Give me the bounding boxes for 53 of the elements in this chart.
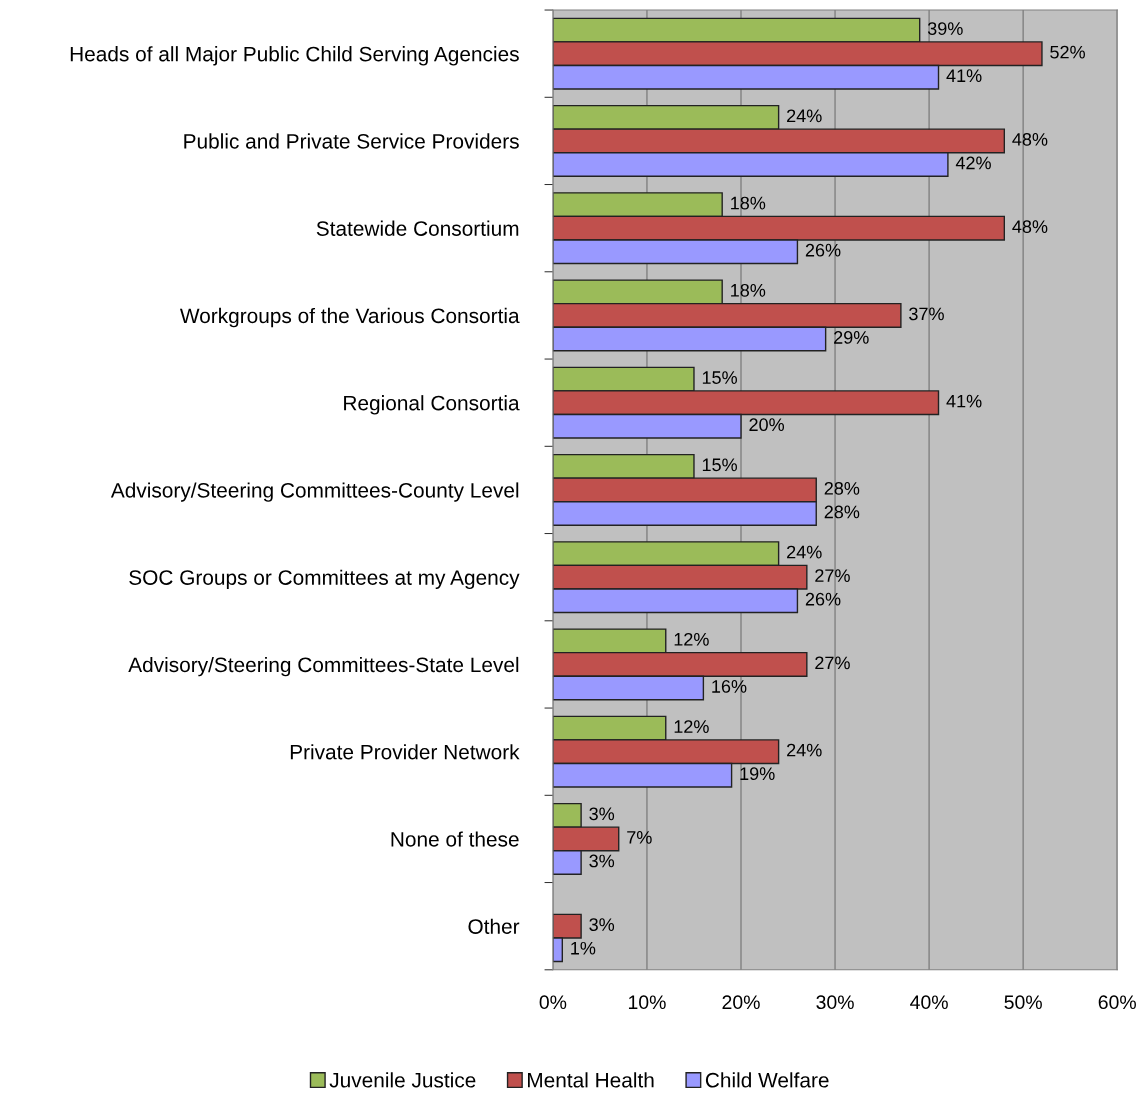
- data-label: 27%: [815, 656, 850, 670]
- data-label: 24%: [787, 109, 822, 123]
- y-tick-label: Statewide Consortium: [316, 220, 519, 236]
- y-tick-label: Advisory/Steering Committees-State Level: [128, 656, 519, 677]
- y-tick-label: SOC Groups or Committees at my Agency: [129, 569, 520, 590]
- data-label: 52%: [1050, 45, 1085, 59]
- data-label: 41%: [946, 394, 982, 408]
- data-label: 24%: [787, 743, 822, 757]
- data-label: 37%: [909, 307, 944, 321]
- data-label: 28%: [824, 481, 860, 495]
- x-tick-label: 30%: [816, 995, 854, 1010]
- x-tick-label: 0%: [539, 995, 567, 1010]
- legend-label: Juvenile Justice: [329, 1072, 476, 1088]
- x-tick-label: 40%: [910, 995, 948, 1010]
- y-tick-label: Private Provider Network: [290, 744, 520, 760]
- x-tick-label: 10%: [628, 995, 666, 1010]
- legend-label: Child Welfare: [705, 1072, 829, 1088]
- data-label: 28%: [824, 505, 860, 519]
- data-label: 42%: [955, 156, 991, 170]
- x-tick-label: 20%: [722, 995, 760, 1010]
- data-label: 3%: [589, 807, 615, 821]
- data-label: 19%: [740, 767, 775, 781]
- data-label: 39%: [927, 22, 963, 35]
- y-tick-label: Heads of all Major Public Child Serving Agencies: [70, 46, 519, 66]
- data-label: 15%: [702, 458, 737, 472]
- data-label: 18%: [731, 196, 766, 210]
- data-label: 12%: [674, 632, 709, 646]
- y-tick-label: Public and Private Service Providers: [184, 133, 519, 149]
- y-tick-label: Other: [468, 918, 520, 934]
- data-label: 26%: [805, 592, 841, 606]
- y-tick-label: Workgroups of the Various Consortia: [179, 307, 520, 328]
- y-tick-label: Regional Consortia: [344, 395, 520, 415]
- data-label: 12%: [674, 720, 709, 733]
- data-label: 3%: [589, 854, 615, 868]
- data-label: 15%: [702, 371, 737, 384]
- legend-label: Mental Health: [528, 1072, 654, 1088]
- x-tick-label: 50%: [1004, 995, 1042, 1010]
- data-label: 29%: [834, 331, 869, 344]
- data-label: 48%: [1012, 220, 1048, 234]
- data-label: 24%: [787, 545, 822, 559]
- y-tick-label: Advisory/Steering Committees-County Level: [110, 482, 519, 502]
- data-label: 16%: [712, 680, 747, 693]
- data-label: 20%: [749, 418, 785, 432]
- data-label: 41%: [946, 69, 982, 82]
- x-tick-label: 60%: [1098, 995, 1136, 1010]
- data-label: 48%: [1012, 132, 1048, 146]
- data-label: 1%: [571, 941, 596, 955]
- data-label: 18%: [731, 283, 766, 297]
- y-tick-label: None of these: [391, 831, 519, 847]
- data-label: 26%: [805, 243, 841, 257]
- data-label: 7%: [627, 831, 652, 844]
- data-label: 27%: [815, 569, 850, 582]
- data-label: 3%: [589, 918, 615, 932]
